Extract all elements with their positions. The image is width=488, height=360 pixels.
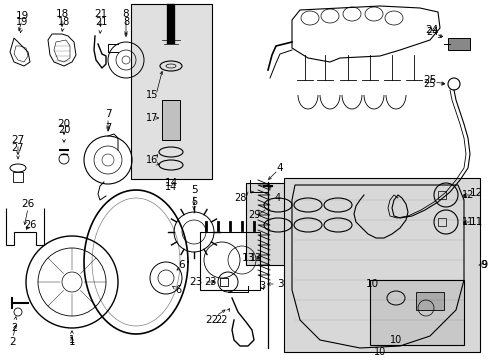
Text: 12: 12 [461,190,473,200]
Text: 16: 16 [145,155,158,165]
Text: 15: 15 [145,90,158,100]
Text: 20: 20 [58,125,70,142]
Text: 13: 13 [249,253,262,263]
Text: 10: 10 [389,335,401,345]
Text: 21: 21 [95,17,107,33]
Text: 5: 5 [190,197,197,210]
Text: 25: 25 [423,75,436,85]
Text: 7: 7 [104,123,111,133]
Text: 11: 11 [469,217,482,227]
Text: 6: 6 [172,285,181,295]
Text: 6: 6 [178,260,185,270]
Bar [162,100,180,140]
Text: 9: 9 [479,260,486,270]
Text: 13: 13 [241,253,254,263]
Text: 19: 19 [15,11,29,21]
Text: 27: 27 [12,143,24,159]
Text: 4: 4 [268,187,281,203]
Text: 26: 26 [21,199,35,209]
Text: 18: 18 [58,17,70,31]
Text: 29: 29 [247,210,260,220]
Bar [369,280,463,345]
Text: 23: 23 [203,277,216,287]
Text: 10: 10 [365,279,378,289]
Text: 12: 12 [469,188,482,198]
Text: 1: 1 [69,331,75,345]
Text: 22: 22 [205,315,218,325]
Text: 3: 3 [276,279,283,289]
Text: 24: 24 [425,25,438,35]
Bar [437,218,445,226]
Text: 19: 19 [16,17,28,33]
Text: 23: 23 [189,277,202,287]
Bar [415,292,443,310]
Text: 14: 14 [164,178,177,188]
Text: 18: 18 [55,9,68,19]
Text: 2: 2 [11,317,17,333]
Text: 5: 5 [190,185,197,195]
Bar [284,178,479,352]
Text: 17: 17 [145,113,158,123]
Text: 7: 7 [104,109,111,119]
Text: 11: 11 [461,217,473,227]
Text: 20: 20 [57,119,70,129]
Text: 22: 22 [215,309,229,325]
Text: 8: 8 [122,9,129,19]
Text: 8: 8 [122,17,129,36]
Text: 9: 9 [480,260,486,270]
Text: 14: 14 [164,182,177,192]
Text: 24: 24 [425,27,441,38]
Text: 1: 1 [68,337,75,347]
Text: 3: 3 [259,281,264,291]
Text: 25: 25 [423,79,444,89]
Text: 26: 26 [24,220,36,230]
Bar [220,278,227,286]
Text: 27: 27 [11,135,24,145]
Text: 28: 28 [233,193,245,203]
Bar [447,38,469,50]
Bar [131,4,212,179]
Bar [245,183,370,265]
Text: 4: 4 [276,163,283,173]
Text: 21: 21 [94,9,107,19]
Bar [13,172,23,182]
Text: 2: 2 [10,337,16,347]
Text: 10: 10 [373,347,386,357]
Bar [437,191,445,199]
